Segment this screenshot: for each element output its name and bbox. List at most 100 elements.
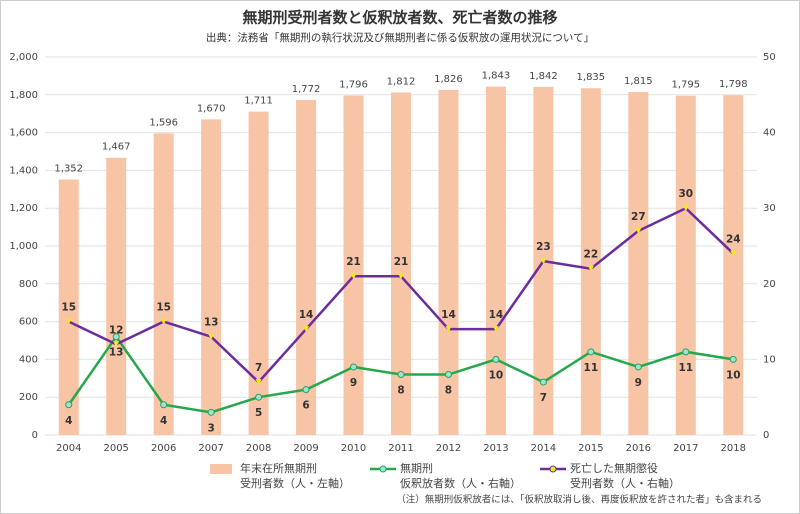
line-marker <box>682 348 690 356</box>
line-marker <box>398 273 404 280</box>
bar-value-label: 1,467 <box>102 142 131 153</box>
x-tick-label: 2006 <box>151 443 176 454</box>
line-value-label: 15 <box>61 302 76 314</box>
bar-value-label: 1,352 <box>54 163 83 174</box>
line-marker <box>208 333 215 340</box>
y2-tick-label: 30 <box>763 203 776 214</box>
x-tick-label: 2005 <box>103 443 128 454</box>
line-value-label: 4 <box>160 415 167 427</box>
line-marker <box>112 333 120 341</box>
y-tick-label: 1,800 <box>9 90 38 101</box>
line-value-label: 13 <box>109 347 124 359</box>
line-marker <box>587 348 595 356</box>
bar <box>438 89 459 436</box>
x-tick-label: 2009 <box>293 443 318 454</box>
x-tick-label: 2010 <box>341 443 366 454</box>
bar-value-label: 1,670 <box>197 103 226 114</box>
bar <box>201 119 222 436</box>
line-marker <box>729 355 737 363</box>
line-marker <box>492 355 500 363</box>
y-tick-label: 1,600 <box>9 128 38 139</box>
x-tick-label: 2016 <box>626 443 651 454</box>
bar <box>296 100 317 435</box>
legend-marker <box>549 465 557 473</box>
bar <box>675 95 696 436</box>
line-marker <box>445 326 452 333</box>
x-tick-label: 2008 <box>246 443 271 454</box>
bar-value-label: 1,835 <box>577 72 606 83</box>
line-value-label: 8 <box>445 385 452 397</box>
y2-tick-label: 50 <box>763 52 776 63</box>
x-tick-label: 2015 <box>578 443 603 454</box>
chart-subtitle: 出典：法務省「無期刑の執行状況及び無期刑者に係る仮釈放の運用状況について」 <box>206 31 594 44</box>
legend-label: 無期刑仮釈放者数（人・右軸） <box>400 461 521 490</box>
line-value-label: 24 <box>726 234 741 246</box>
line-value-label: 30 <box>678 188 693 200</box>
y-tick-label: 1,000 <box>9 241 38 252</box>
bar <box>628 91 649 435</box>
bar-value-label: 1,596 <box>149 117 178 128</box>
bar <box>485 86 506 435</box>
line-marker <box>303 326 310 333</box>
line-marker <box>113 341 120 348</box>
line-value-label: 23 <box>536 241 551 253</box>
line-value-label: 22 <box>584 249 599 261</box>
legend-label: 年末在所無期刑受刑者数（人・左軸） <box>240 461 350 490</box>
y2-tick-label: 20 <box>763 279 776 290</box>
line-value-label: 9 <box>635 377 642 389</box>
line-value-label: 14 <box>441 309 456 321</box>
y-tick-label: 0 <box>32 430 38 441</box>
x-tick-label: 2014 <box>531 443 556 454</box>
y-tick-label: 200 <box>19 392 38 403</box>
line-value-label: 11 <box>678 362 693 374</box>
bar-value-label: 1,711 <box>244 96 273 107</box>
line-marker <box>635 227 642 234</box>
bar <box>391 92 411 436</box>
line-value-label: 4 <box>65 415 72 427</box>
line-marker <box>539 378 547 386</box>
line-marker <box>444 371 452 379</box>
y-tick-label: 600 <box>19 317 38 328</box>
y2-tick-label: 0 <box>763 430 769 441</box>
bar <box>580 88 601 435</box>
line-value-label: 27 <box>631 211 646 223</box>
line-marker <box>207 408 215 416</box>
line-value-label: 14 <box>299 309 314 321</box>
line-marker <box>730 250 737 257</box>
line-value-label: 11 <box>584 362 599 374</box>
x-tick-label: 2011 <box>388 443 413 454</box>
line-marker <box>255 393 263 401</box>
bar <box>248 111 269 435</box>
line-value-label: 21 <box>346 256 361 268</box>
line-marker <box>682 205 689 212</box>
line-marker <box>492 326 499 333</box>
bar-value-label: 1,796 <box>339 80 368 91</box>
line-value-label: 3 <box>207 422 214 434</box>
bar <box>343 95 364 435</box>
line-value-label: 9 <box>350 377 357 389</box>
y-tick-label: 1,200 <box>9 203 38 214</box>
y2-tick-label: 10 <box>763 354 776 365</box>
y-tick-label: 800 <box>19 279 38 290</box>
bar-value-label: 1,772 <box>292 84 321 95</box>
bar <box>153 133 174 435</box>
bar-value-label: 1,795 <box>671 80 700 91</box>
line-marker <box>350 273 357 280</box>
bar-value-label: 1,842 <box>529 71 558 82</box>
y-tick-label: 2,000 <box>9 52 38 63</box>
line-marker <box>350 363 358 371</box>
bar-value-label: 1,815 <box>624 76 653 87</box>
legend-label: 死亡した無期懲役受刑者数（人・右軸） <box>570 461 680 490</box>
bar-value-label: 1,843 <box>482 71 511 82</box>
bar <box>58 179 79 435</box>
y-tick-label: 400 <box>19 354 38 365</box>
y-tick-label: 1,400 <box>9 165 38 176</box>
line-marker <box>540 258 547 265</box>
line-marker <box>160 318 167 325</box>
bar <box>723 95 744 435</box>
line-marker <box>397 371 405 379</box>
line-value-label: 5 <box>255 407 262 419</box>
line-value-label: 12 <box>109 324 124 336</box>
line-marker <box>160 401 168 409</box>
